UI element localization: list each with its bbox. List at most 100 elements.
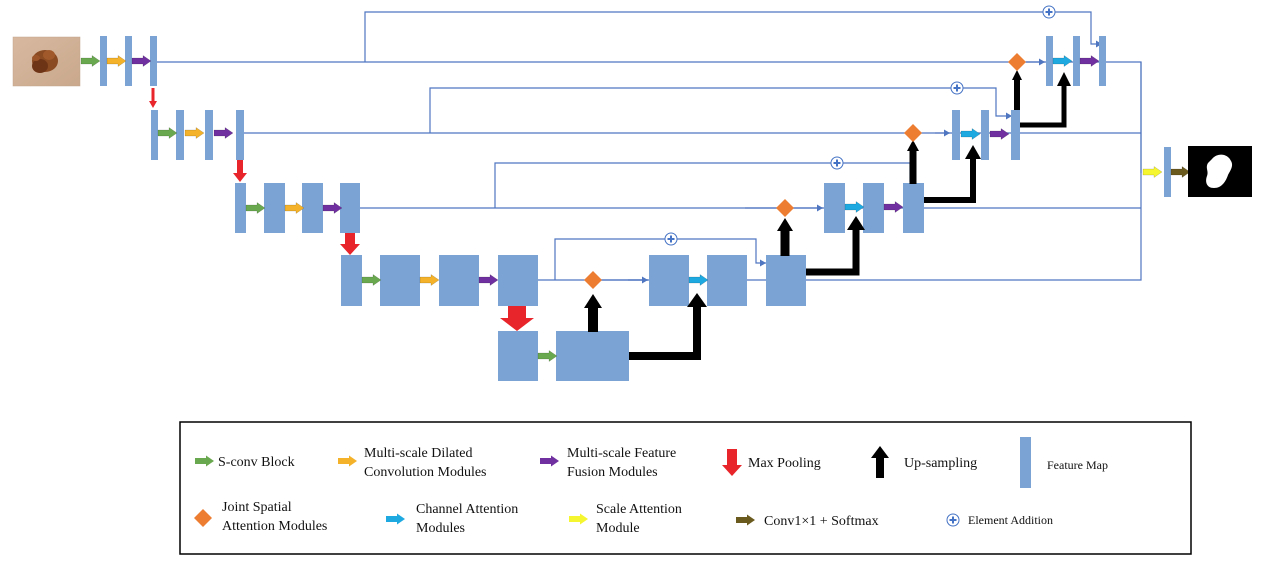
sconv-arrow: [157, 127, 178, 139]
feature-map: [649, 255, 689, 306]
dilated-arrow: [419, 274, 440, 286]
legend-dilated-label-2: Convolution Modules: [364, 465, 487, 480]
legend-upsample-label: Up-sampling: [904, 456, 977, 471]
upsample-arrow-level2: [907, 140, 919, 184]
element-addition-icon: [1042, 5, 1056, 19]
feature-map: [952, 110, 960, 160]
maxpool-arrow-2: [233, 160, 247, 182]
feature-map: [302, 183, 323, 233]
legend-fusion-arrow: [540, 455, 559, 467]
upsample-arrow-elbow-1: [629, 293, 707, 360]
legend-feature-map: Feature Map: [1020, 437, 1108, 488]
legend-maxpool-label: Max Pooling: [748, 456, 821, 471]
joint-spatial-diamond: [904, 124, 922, 142]
connector-arrowhead: [760, 259, 766, 267]
element-addition-icon: [664, 232, 678, 246]
dilated-arrow: [184, 127, 205, 139]
feature-map: [863, 183, 884, 233]
sconv-arrow: [537, 350, 558, 362]
channel-att-arrow: [844, 201, 865, 213]
fusion-arrow: [322, 202, 343, 214]
maxpool-arrow-1: [149, 88, 157, 108]
connector-arrowhead: [642, 276, 648, 284]
connector-arrowhead: [944, 129, 950, 137]
legend-sconv-label: S-conv Block: [218, 455, 295, 470]
feature-map: [903, 183, 924, 233]
legend-channel-arrow: [386, 513, 405, 525]
sconv-arrow: [245, 202, 266, 214]
sconv-arrow: [80, 55, 101, 67]
legend-conv-softmax: Conv1×1 + Softmax: [736, 514, 879, 529]
skip-connection: [157, 61, 1142, 281]
legend-sconv: S-conv Block: [195, 455, 295, 470]
legend-upsample-arrow: [871, 446, 889, 478]
feature-map: [1011, 110, 1020, 160]
maxpool-arrow-4: [500, 306, 534, 331]
feature-map: [380, 255, 420, 306]
feature-map: [707, 255, 747, 306]
connector-arrowhead: [1039, 58, 1045, 66]
joint-spatial-diamond: [1008, 53, 1026, 71]
legend-channel-att-label-1: Channel Attention: [416, 502, 518, 517]
upsample-arrow-level3: [777, 218, 793, 256]
feature-map: [205, 110, 213, 160]
legend-dilated-arrow: [338, 455, 357, 467]
feature-map: [235, 183, 246, 233]
skip-connection: [364, 11, 1102, 62]
feature-map: [981, 110, 989, 160]
legend-joint-spatial-label-2: Attention Modules: [222, 519, 327, 534]
fusion-arrow: [213, 127, 234, 139]
conv-softmax-arrow: [1170, 166, 1191, 178]
feature-map: [498, 331, 538, 381]
feature-map: [556, 331, 629, 381]
joint-spatial-diamond: [776, 199, 794, 217]
upsample-arrow-bottleneck: [584, 294, 602, 332]
legend-addition-label: Element Addition: [968, 513, 1053, 527]
upsample-arrow-elbow-4: [1020, 72, 1071, 128]
fusion-arrow: [131, 55, 152, 67]
legend-maxpool-arrow: [722, 449, 742, 476]
feature-map: [125, 36, 132, 86]
feature-map: [498, 255, 538, 306]
element-addition-icon: [950, 81, 964, 95]
legend-scale-arrow: [569, 513, 588, 525]
maxpool-arrow-3: [340, 233, 360, 255]
legend-fusion: Multi-scale Feature Fusion Modules: [540, 446, 676, 480]
legend-channel-att: Channel Attention Modules: [386, 502, 518, 536]
legend-joint-spatial: Joint Spatial Attention Modules: [194, 500, 327, 534]
fusion-arrow: [883, 201, 904, 213]
element-addition-icon: [830, 156, 844, 170]
feature-map: [341, 255, 362, 306]
feature-map: [766, 255, 806, 306]
feature-map: [1073, 36, 1080, 86]
legend-fusion-label-2: Fusion Modules: [567, 465, 658, 480]
scale-att-arrow: [1142, 166, 1163, 178]
legend-scale-att: Scale Attention Module: [569, 502, 682, 536]
skip-connection: [429, 87, 1012, 133]
feature-map: [264, 183, 285, 233]
fusion-arrow: [1079, 55, 1100, 67]
connector-arrowhead: [817, 204, 823, 212]
output-mask: [1188, 146, 1252, 197]
fusion-arrow: [478, 274, 499, 286]
fusion-arrow: [989, 128, 1010, 140]
connector-arrowhead: [1006, 112, 1012, 120]
legend-scale-att-label-1: Scale Attention: [596, 502, 682, 517]
feature-map: [236, 110, 244, 160]
input-image: [12, 36, 81, 87]
skip-connection: [554, 238, 766, 280]
skip-connection: [494, 162, 911, 208]
legend-upsample: Up-sampling: [871, 446, 977, 478]
feature-map: [151, 110, 158, 160]
legend-fusion-label-1: Multi-scale Feature: [567, 446, 676, 461]
joint-spatial-diamond: [584, 271, 602, 289]
legend-feature-map-label: Feature Map: [1047, 458, 1108, 472]
legend: S-conv Block Multi-scale Dilated Convolu…: [179, 421, 1192, 555]
legend-joint-spatial-label-1: Joint Spatial: [222, 500, 292, 515]
channel-att-arrow: [688, 274, 709, 286]
feature-map: [1164, 147, 1171, 197]
upsample-arrow-elbow-3: [924, 145, 981, 203]
legend-addition: Element Addition: [946, 513, 1053, 527]
feature-map: [1099, 36, 1106, 86]
